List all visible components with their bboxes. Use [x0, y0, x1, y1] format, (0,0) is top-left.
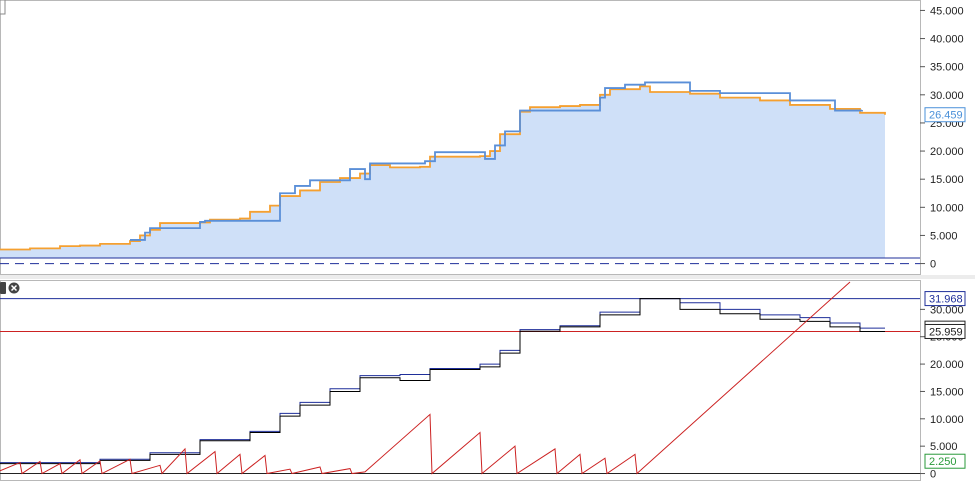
- panel-settings-icon[interactable]: [0, 282, 6, 294]
- lower-y-axis: 30.00025.00020.00015.00010.0005.000031.9…: [920, 291, 966, 481]
- y-tick-label: 45.000: [930, 5, 964, 17]
- series-line-0: [0, 85, 886, 251]
- value-tag: 26.459: [924, 107, 966, 123]
- value-tag-label: 31.968: [929, 294, 963, 306]
- y-tick-label: 5.000: [930, 230, 958, 242]
- y-tick-label: 10.000: [930, 202, 964, 214]
- value-tag-label: 2.250: [929, 456, 957, 468]
- y-tick-label: 35.000: [930, 62, 964, 74]
- value-tag: 25.959: [924, 323, 966, 339]
- lower-plot-area: [0, 281, 920, 475]
- value-tag: 2.250: [924, 453, 966, 469]
- upper-y-axis: 45.00040.00035.00030.00025.00020.00015.0…: [920, 5, 966, 271]
- y-tick-label: 20.000: [930, 146, 964, 158]
- y-tick-label: 0: [930, 259, 936, 271]
- y-tick-label: 0: [930, 469, 936, 481]
- value-tag-label: 26.459: [929, 110, 963, 122]
- y-tick-label: 40.000: [930, 34, 964, 46]
- panel-close-icon[interactable]: [8, 282, 20, 294]
- value-tag: 31.968: [924, 291, 966, 307]
- upper-plot-area: [0, 81, 920, 265]
- series-line-2: [0, 281, 851, 475]
- value-tag-label: 25.959: [929, 326, 963, 338]
- series-line-1: [130, 81, 863, 241]
- y-tick-label: 15.000: [930, 174, 964, 186]
- series-line-1: [0, 298, 885, 465]
- y-tick-label: 10.000: [930, 414, 964, 426]
- equity-area-fill: [0, 86, 885, 258]
- y-tick-label: 30.000: [930, 304, 964, 316]
- panel-separator[interactable]: [0, 275, 975, 279]
- panel-maximize-icon[interactable]: [0, 0, 6, 15]
- y-tick-label: 30.000: [930, 90, 964, 102]
- y-tick-label: 15.000: [930, 386, 964, 398]
- y-tick-label: 20.000: [930, 359, 964, 371]
- y-tick-label: 5.000: [930, 441, 958, 453]
- lower-panel-frame: [0, 280, 921, 481]
